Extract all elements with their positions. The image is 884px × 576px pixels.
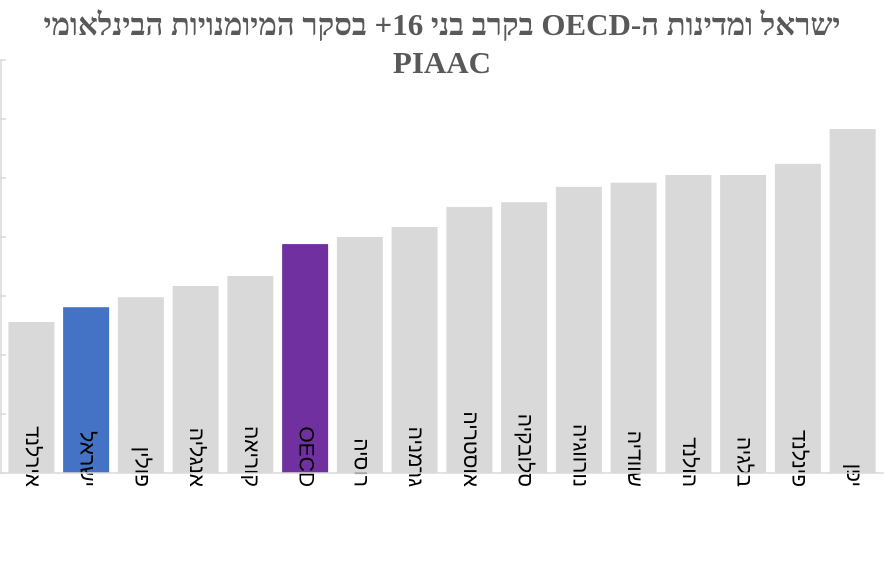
bar (774, 163, 821, 473)
chart-title: ישראל ומדינות ה-OECD בקרב בני 16+ בסקר ה… (43, 7, 841, 80)
x-tick-label: פינלנד (787, 430, 810, 487)
x-tick-label: אירלנד (21, 426, 44, 487)
x-tick-label: אוסטריה (459, 411, 482, 487)
x-tick-label: פולין (130, 447, 153, 487)
x-tick-label: בלגיה (733, 437, 756, 487)
x-tick-label: גרמניה (404, 427, 427, 488)
bar (63, 307, 110, 473)
bar (446, 206, 493, 473)
bar (117, 297, 164, 473)
x-tick-label: שוודיה (623, 431, 646, 487)
x-tick-label: הולנד (678, 437, 701, 487)
bar (391, 226, 438, 473)
bar (227, 275, 274, 473)
bar (501, 202, 548, 473)
x-tick-label: קוריאה (240, 426, 263, 487)
x-tick-label: אנגליה (185, 428, 208, 487)
bar (336, 237, 383, 473)
bar (282, 244, 329, 473)
x-tick-label: ישראל (76, 431, 99, 487)
x-tick-label: OECD (295, 426, 318, 487)
bar (610, 182, 657, 473)
x-tick-label: רוסיה (349, 438, 372, 487)
bar (665, 175, 712, 474)
bar (8, 321, 55, 473)
x-tick-label: יפן (842, 464, 865, 487)
x-tick-label: נורווגיה (568, 424, 591, 487)
x-tick-label: סלובקיה (514, 414, 537, 487)
bar (720, 175, 767, 474)
bar (172, 285, 219, 473)
bar (829, 129, 876, 473)
bar (555, 186, 602, 473)
